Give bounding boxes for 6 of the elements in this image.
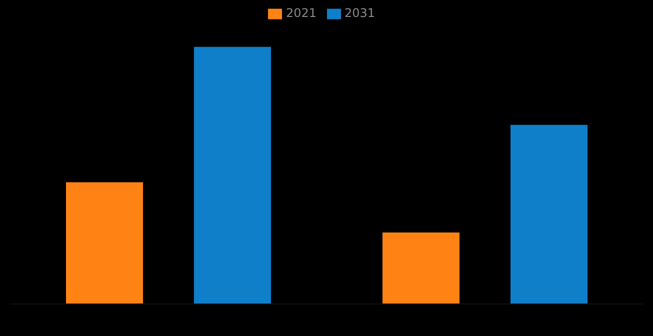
bar (382, 232, 460, 304)
bar (194, 46, 271, 304)
legend-label: 2031 (344, 6, 376, 20)
legend-label: 2021 (286, 6, 316, 20)
bar (510, 124, 588, 304)
bar (66, 182, 143, 304)
